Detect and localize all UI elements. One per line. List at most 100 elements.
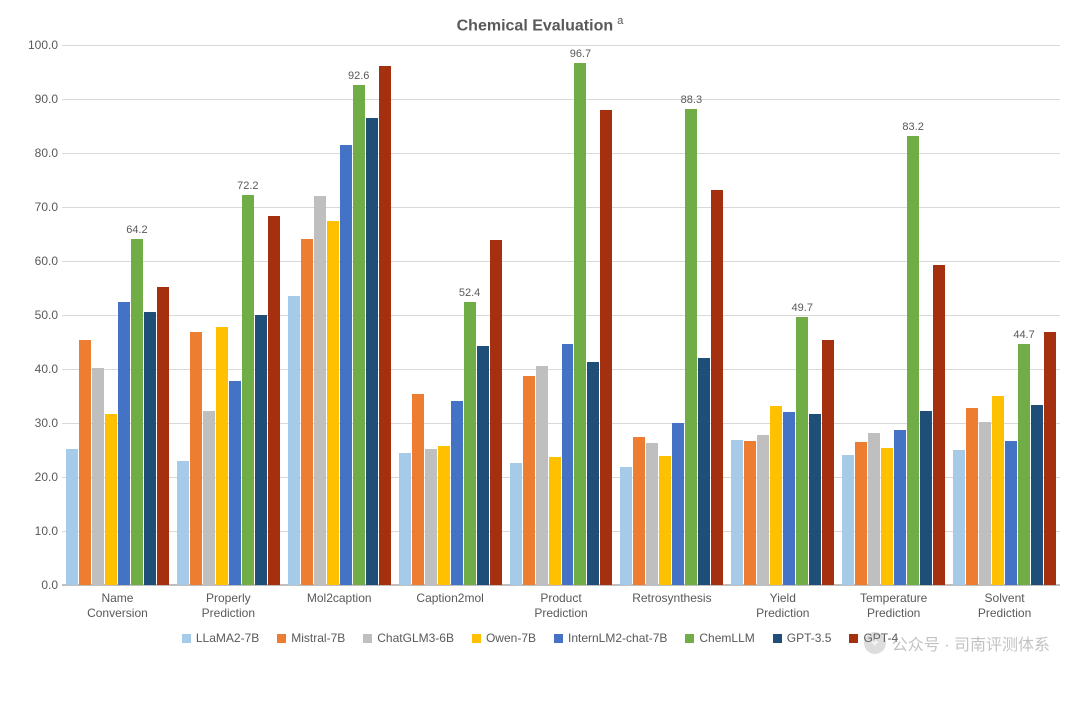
bar [646, 443, 658, 585]
bar: 72.2 [242, 195, 254, 585]
legend-item: Mistral-7B [277, 631, 345, 645]
bar [177, 461, 189, 586]
bar [633, 437, 645, 585]
bar [425, 449, 437, 586]
legend-label: ChatGLM3-6B [377, 631, 454, 645]
bar [711, 190, 723, 586]
bar-value-label: 49.7 [792, 302, 813, 314]
legend-swatch [472, 634, 481, 643]
bar [966, 408, 978, 585]
bar [783, 412, 795, 585]
bar [268, 216, 280, 585]
bar [477, 346, 489, 586]
bar-groups: 64.2 72.2 92.6 52.4 96.7 88.3 49.7 83.2 44.7 [62, 45, 1060, 585]
bar [770, 406, 782, 586]
bar [510, 463, 522, 586]
bar: 83.2 [907, 136, 919, 585]
bar [992, 396, 1004, 586]
x-axis-label: ProperlyPrediction [173, 587, 284, 625]
y-tick-label: 40.0 [20, 362, 58, 376]
bar [340, 145, 352, 585]
bar [953, 450, 965, 585]
plot-area: 64.2 72.2 92.6 52.4 96.7 88.3 49.7 83.2 44.7 Nam… [20, 45, 1060, 625]
title-superscript: a [617, 15, 623, 27]
bar-group: 49.7 [727, 45, 838, 585]
bar [620, 467, 632, 585]
bar-group: 88.3 [616, 45, 727, 585]
bar [659, 456, 671, 586]
legend-item: InternLM2-chat-7B [554, 631, 667, 645]
bar-value-label: 52.4 [459, 287, 480, 299]
bar: 96.7 [574, 63, 586, 585]
bar-group: 92.6 [284, 45, 395, 585]
bar-group: 64.2 [62, 45, 173, 585]
legend-label: InternLM2-chat-7B [568, 631, 667, 645]
legend-swatch [182, 634, 191, 643]
bar [731, 440, 743, 586]
bar-group: 72.2 [173, 45, 284, 585]
bar [203, 411, 215, 585]
bar [229, 381, 241, 586]
y-tick-label: 0.0 [20, 578, 58, 592]
legend-item: ChatGLM3-6B [363, 631, 454, 645]
bar [562, 344, 574, 585]
legend-swatch [685, 634, 694, 643]
bar-value-label: 92.6 [348, 70, 369, 82]
bar-value-label: 44.7 [1013, 329, 1034, 341]
x-axis-label: NameConversion [62, 587, 173, 625]
bar [157, 287, 169, 586]
x-axis-label: Retrosynthesis [616, 587, 727, 625]
x-axis-label: Caption2mol [395, 587, 506, 625]
bar [301, 239, 313, 586]
legend-item: GPT-3.5 [773, 631, 832, 645]
bar [536, 366, 548, 586]
bar-value-label: 83.2 [902, 121, 923, 133]
legend-item: LLaMA2-7B [182, 631, 259, 645]
bar [933, 265, 945, 586]
bar-value-label: 64.2 [126, 224, 147, 236]
bar [105, 414, 117, 586]
bar [979, 422, 991, 586]
bar-group: 44.7 [949, 45, 1060, 585]
bar [327, 221, 339, 585]
bar [144, 312, 156, 585]
chart-title: Chemical Evaluationa [20, 15, 1060, 35]
bar-value-label: 88.3 [681, 94, 702, 106]
y-tick-label: 60.0 [20, 254, 58, 268]
bar [379, 66, 391, 585]
bar [255, 315, 267, 585]
legend-swatch [773, 634, 782, 643]
bar-group: 52.4 [395, 45, 506, 585]
bar [288, 296, 300, 585]
y-tick-label: 80.0 [20, 146, 58, 160]
y-tick-label: 50.0 [20, 308, 58, 322]
y-tick-label: 10.0 [20, 524, 58, 538]
legend-item: GPT-4 [849, 631, 898, 645]
bar [366, 118, 378, 586]
bar [216, 327, 228, 585]
y-tick-label: 100.0 [20, 38, 58, 52]
title-text: Chemical Evaluation [457, 17, 614, 34]
bar [587, 362, 599, 585]
bar: 64.2 [131, 239, 143, 586]
legend-item: ChemLLM [685, 631, 754, 645]
bar: 49.7 [796, 317, 808, 585]
x-axis-label: SolventPrediction [949, 587, 1060, 625]
bar [855, 442, 867, 586]
y-tick-label: 70.0 [20, 200, 58, 214]
bar [672, 423, 684, 585]
legend-item: Owen-7B [472, 631, 536, 645]
bar-group: 83.2 [838, 45, 949, 585]
legend-label: ChemLLM [699, 631, 754, 645]
x-axis-label: ProductPrediction [506, 587, 617, 625]
bar [698, 358, 710, 585]
bar [190, 332, 202, 586]
bar-value-label: 72.2 [237, 180, 258, 192]
x-axis-label: TemperaturePrediction [838, 587, 949, 625]
y-tick-label: 30.0 [20, 416, 58, 430]
bar [1031, 405, 1043, 585]
legend-label: GPT-4 [863, 631, 898, 645]
bar [920, 411, 932, 585]
bar [451, 401, 463, 585]
bar [894, 430, 906, 586]
